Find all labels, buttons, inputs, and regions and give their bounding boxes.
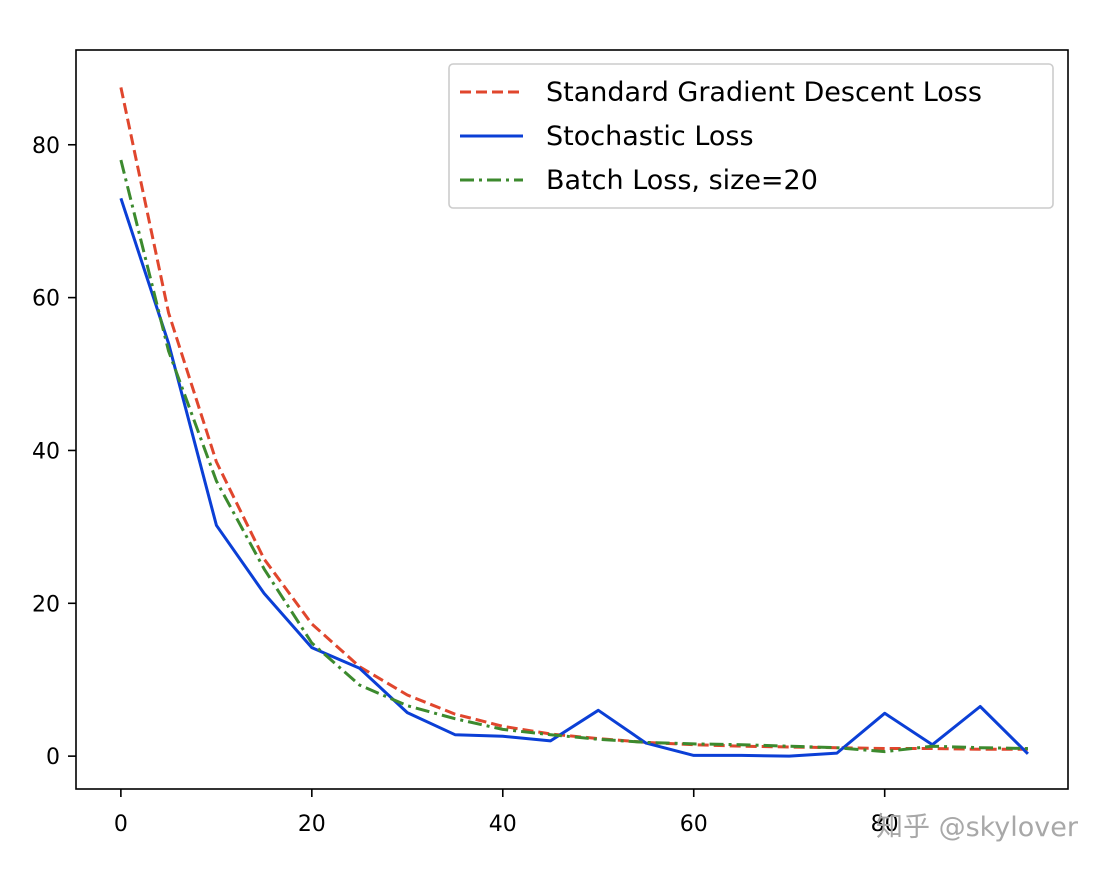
legend-label-1: Standard Gradient Descent Loss [546, 77, 982, 108]
legend-label-2: Stochastic Loss [546, 121, 754, 152]
legend: Standard Gradient Descent Loss Stochastic… [448, 63, 1054, 209]
x-axis: 0 20 40 60 80 [114, 789, 899, 837]
y-tick-label: 80 [32, 134, 60, 159]
x-tick-label: 80 [871, 812, 899, 837]
y-axis: 0 20 40 60 80 [32, 134, 76, 770]
series-line-2 [119, 197, 1029, 758]
y-tick-label: 40 [32, 439, 60, 464]
y-tick-label: 20 [32, 592, 60, 617]
legend-label-3: Batch Loss, size=20 [546, 165, 818, 196]
plot-area [75, 49, 1069, 790]
series-line-3 [119, 159, 1028, 754]
x-tick-label: 0 [114, 812, 128, 837]
y-tick-label: 60 [32, 287, 60, 312]
series-line-1 [119, 87, 1028, 751]
y-tick-label: 0 [46, 745, 60, 770]
x-tick-label: 20 [298, 812, 326, 837]
series-lines [119, 87, 1029, 758]
x-tick-label: 40 [489, 812, 517, 837]
watermark-text: 知乎 @skylover [876, 812, 1079, 843]
legend-box [448, 63, 1054, 209]
plot-frame [75, 49, 1069, 790]
x-tick-label: 60 [680, 812, 708, 837]
